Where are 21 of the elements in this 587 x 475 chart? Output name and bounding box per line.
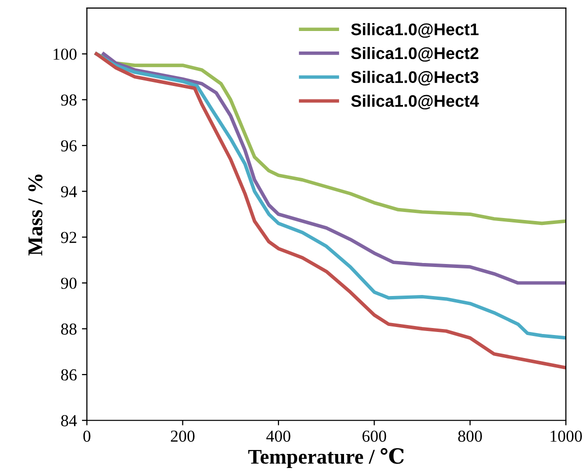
x-tick-label: 800	[458, 430, 482, 442]
y-tick-label: 86	[61, 369, 77, 381]
x-axis-title: Temperature / ℃	[248, 448, 404, 468]
legend-label: Silica1.0@Hect3	[351, 70, 478, 86]
y-tick-label: 94	[61, 186, 77, 198]
x-tick-label: 400	[266, 430, 290, 442]
y-tick-label: 84	[61, 415, 77, 426]
y-tick-label: 88	[61, 323, 77, 335]
y-tick-label: 96	[61, 140, 77, 152]
x-tick-label: 600	[362, 430, 386, 442]
x-tick-label: 1000	[550, 430, 582, 442]
legend-label: Silica1.0@Hect1	[351, 23, 479, 38]
legend-label: Silica1.0@Hect2	[351, 46, 478, 62]
legend-label: Silica1.0@Hect4	[351, 94, 479, 110]
y-tick-label: 98	[61, 94, 77, 106]
y-tick-label: 100	[54, 48, 77, 60]
y-axis-title: Mass / %	[28, 174, 42, 256]
x-tick-label: 200	[170, 430, 195, 442]
y-tick-label: 92	[61, 232, 76, 244]
y-tick-label: 90	[61, 278, 77, 289]
x-tick-label: 0	[83, 430, 90, 442]
